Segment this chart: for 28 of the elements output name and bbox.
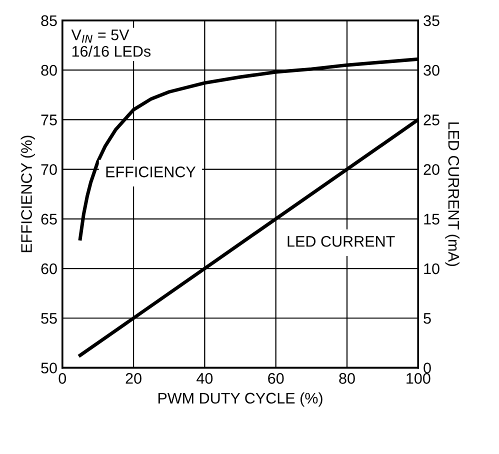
x-axis-title: PWM DUTY CYCLE (%) xyxy=(158,392,322,407)
y-tick-label: 80 xyxy=(41,64,57,76)
y-tick-label: 75 xyxy=(41,114,57,126)
y2-axis-title: LED CURRENT (mA) xyxy=(445,122,460,266)
x-tick-label: 40 xyxy=(196,373,213,384)
y2-tick-label: 5 xyxy=(424,313,431,324)
y-tick-label: 60 xyxy=(41,263,57,274)
series-label: EFFICIENCY xyxy=(106,166,196,178)
y2-tick-label: 0 xyxy=(424,362,431,374)
y2-tick-label: 25 xyxy=(424,114,440,126)
x-tick-label: 0 xyxy=(58,373,66,384)
y-axis-title: EFFICIENCY (%) xyxy=(20,136,35,252)
y-tick-label: 85 xyxy=(41,15,57,26)
y-tick-label: 50 xyxy=(41,362,57,374)
y-tick-label: 65 xyxy=(41,214,57,225)
series-label: LED CURRENT xyxy=(288,236,395,247)
x-tick-label: 60 xyxy=(268,373,284,384)
y2-tick-label: 10 xyxy=(424,263,440,274)
x-tick-label: 80 xyxy=(339,373,355,384)
y2-tick-label: 35 xyxy=(424,15,440,26)
y2-tick-label: 15 xyxy=(424,214,440,225)
y-tick-label: 55 xyxy=(41,313,57,324)
x-tick-label: 100 xyxy=(406,373,430,384)
y2-tick-label: 30 xyxy=(424,64,440,76)
y2-tick-label: 20 xyxy=(424,164,440,175)
x-tick-label: 20 xyxy=(126,373,142,384)
annotation: V$_{IN}$ = 5V 16/16 LEDs xyxy=(71,30,151,57)
y-tick-label: 70 xyxy=(41,164,57,175)
